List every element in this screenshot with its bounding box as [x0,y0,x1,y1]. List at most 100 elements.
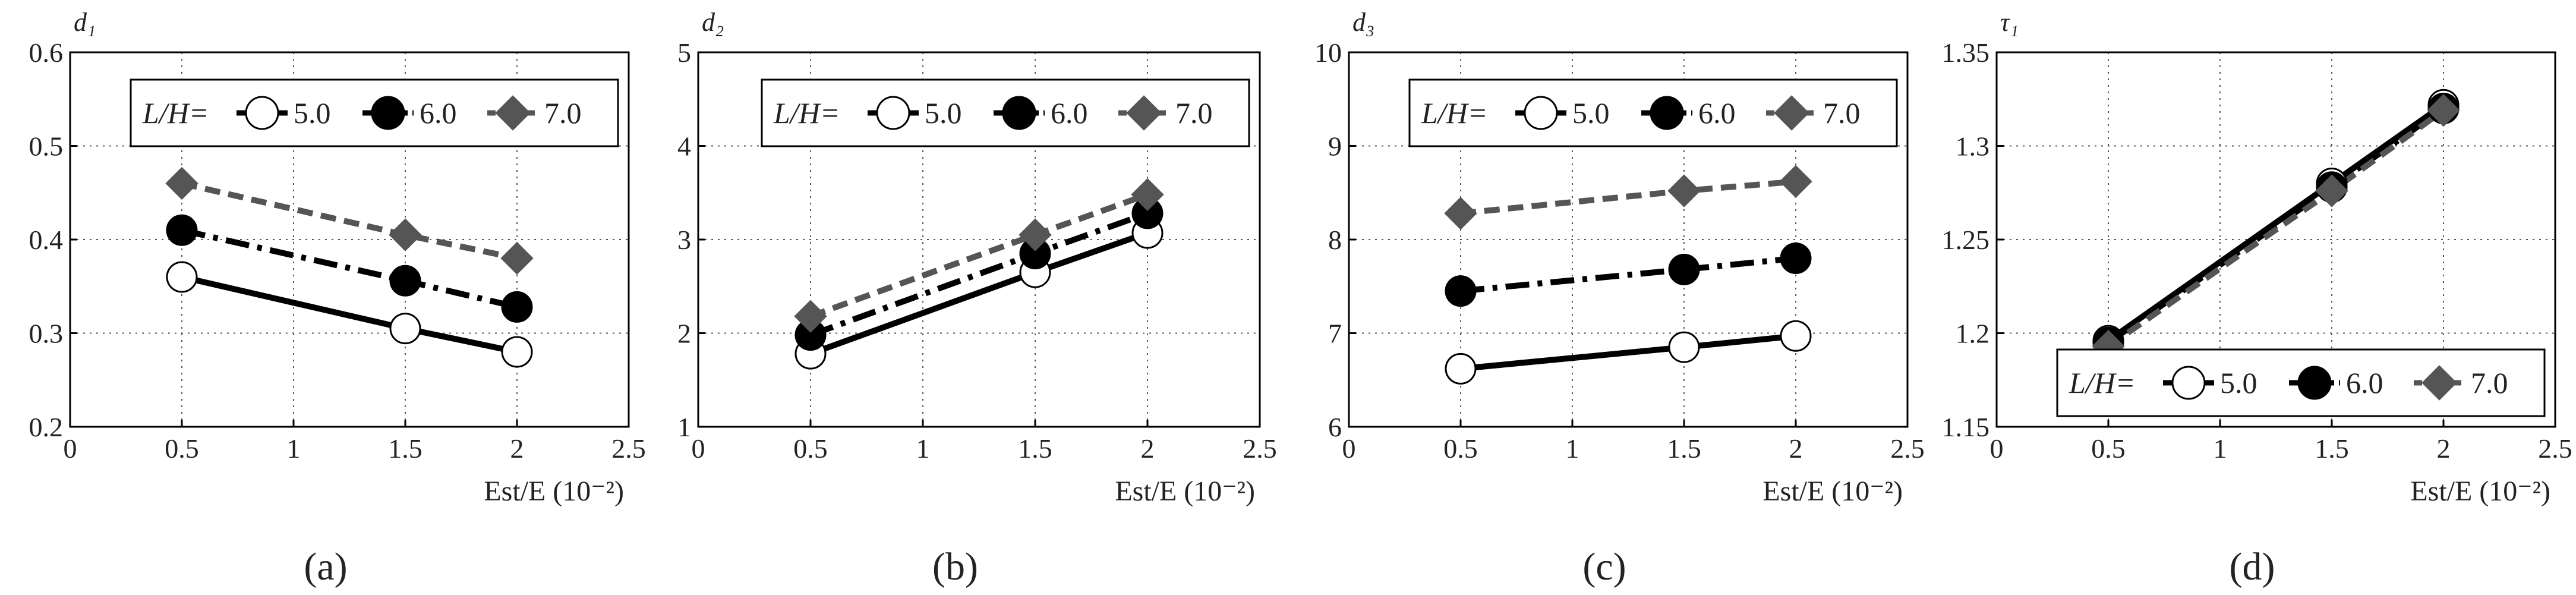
y-axis-title: d₁ [74,8,96,37]
x-tick-label: 1.5 [1018,433,1052,464]
legend-swatch-marker [495,95,531,131]
y-tick-label: 1 [677,412,691,442]
series-line-6.0 [1460,255,1796,294]
x-tick-label: 1 [2214,433,2227,464]
chart-panel-a: 0 0.5 1 1.5 2 2.5 0.2 0.3 0.4 0.5 0.6 d₁ Est/E (10⁻²… [29,8,646,588]
x-tick-label: 1 [916,433,930,464]
x-tick-label: 1.5 [388,433,422,464]
x-tick-label: 0 [64,433,77,464]
series-line-7.0 [809,191,1149,319]
y-tick-label: 1.35 [1942,37,1990,68]
x-axis-title: Est/E (10⁻²) [1115,476,1255,507]
legend-label: 6.0 [1698,96,1736,130]
y-axis-title: τ₁ [2000,8,2019,37]
data-point-7.0 [1444,197,1477,230]
x-tick-label: 2 [2437,433,2451,464]
data-point-6.0 [1668,253,1700,285]
x-tick-label: 0 [1342,433,1356,464]
legend-label: 5.0 [1572,96,1610,130]
x-axis-title: Est/E (10⁻²) [2410,476,2550,507]
legend-label: 6.0 [1051,96,1088,130]
data-point-7.0 [165,166,198,200]
series-line-5.0 [181,274,518,355]
panel-label: (c) [1582,545,1626,588]
legend-prefix: L/H= [1421,96,1488,130]
x-tick-label: 2.5 [1890,433,1925,464]
y-tick-label: 3 [677,225,691,255]
legend-swatch-marker [1774,95,1809,131]
y-tick-label: 0.4 [29,225,64,255]
legend-prefix: L/H= [142,96,209,130]
legend: L/H= 5.0 6.0 7.0 [1408,78,1898,147]
y-tick-label: 7 [1328,319,1342,349]
legend: L/H= 5.0 6.0 7.0 [761,78,1250,147]
x-axis-title: Est/E (10⁻²) [1762,476,1903,507]
y-tick-label: 4 [677,131,691,162]
legend-label: 7.0 [1823,96,1861,130]
y-tick-label: 1.15 [1942,412,1990,442]
series-line-5.0 [1460,333,1796,372]
legend-swatch-marker [371,96,405,130]
y-tick-label: 1.2 [1956,319,1990,349]
legend-swatch-marker [1002,96,1036,130]
data-point-7.0 [1779,165,1812,199]
y-tick-label: 2 [677,319,691,349]
x-tick-label: 0.5 [793,433,828,464]
legend-prefix: L/H= [773,96,840,130]
legend-label: 7.0 [2471,366,2508,399]
y-axis-title: d₃ [1352,8,1374,37]
data-point-6.0 [1445,275,1477,307]
y-tick-label: 1.25 [1942,225,1990,255]
data-point-5.0 [166,261,198,293]
x-tick-label: 2 [1141,433,1155,464]
x-axis-title: Est/E (10⁻²) [484,476,624,507]
data-point-7.0 [2315,174,2348,207]
panel-label: (d) [2230,545,2275,588]
data-point-7.0 [1667,174,1701,207]
x-tick-label: 2.5 [1243,433,1277,464]
series-line-7.0 [2107,108,2445,349]
data-point-7.0 [389,218,422,251]
y-tick-label: 0.5 [29,131,64,162]
legend-label: 7.0 [544,96,582,130]
data-point-7.0 [1019,218,1052,251]
y-tick-label: 0.2 [29,412,64,442]
data-point-7.0 [1131,178,1164,212]
data-point-5.0 [501,336,533,368]
legend-label: 5.0 [294,96,331,130]
x-tick-label: 2.5 [611,433,646,464]
legend-label: 5.0 [2220,366,2257,399]
legend-swatch-marker [1126,95,1162,131]
legend-swatch-marker [2297,366,2332,400]
legend-swatch-marker [245,96,279,130]
y-tick-label: 10 [1314,37,1342,68]
chart-panel-b: 0 0.5 1 1.5 2 2.5 1 2 3 4 5 d₂ Est/E (10⁻²) (b) L/H= 5.… [677,8,1277,588]
x-tick-label: 1.5 [2315,433,2349,464]
y-tick-label: 9 [1328,131,1342,162]
y-tick-label: 8 [1328,225,1342,255]
legend-prefix: L/H= [2069,366,2136,399]
x-tick-label: 2 [1789,433,1803,464]
x-tick-label: 0.5 [2091,433,2126,464]
x-tick-label: 0.5 [1443,433,1478,464]
x-tick-label: 0 [1990,433,2004,464]
x-tick-label: 1.5 [1667,433,1701,464]
legend-swatch-marker [2421,365,2457,401]
data-point-5.0 [1780,320,1812,352]
y-tick-label: 6 [1328,412,1342,442]
series-line-6.0 [181,227,518,310]
chart-panel-d: 0 0.5 1 1.5 2 2.5 1.15 1.2 1.25 1.3 1.35 τ₁ Est/E (1… [1942,8,2572,588]
y-axis-title: d₂ [702,8,724,37]
x-tick-label: 1 [287,433,301,464]
series-line-6.0 [809,210,1149,338]
data-point-7.0 [500,241,534,275]
panel-label: (a) [304,545,347,588]
y-tick-label: 0.6 [29,37,64,68]
data-point-6.0 [389,265,421,297]
data-point-6.0 [501,291,533,323]
x-tick-label: 2.5 [2538,433,2572,464]
legend-label: 7.0 [1175,96,1213,130]
data-point-7.0 [794,300,827,333]
chart-panel-c: 0 0.5 1 1.5 2 2.5 6 7 8 9 10 d₃ Est/E (10⁻²) (c) L/H= 5… [1314,8,1925,588]
